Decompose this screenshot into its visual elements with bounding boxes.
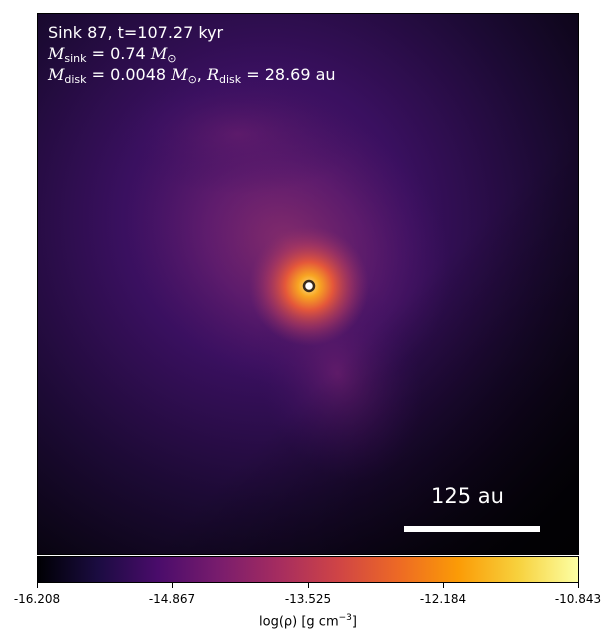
rd-symbol: R (206, 65, 220, 84)
cb-label-main: log(ρ) [g cm (259, 614, 339, 630)
colorbar-tick-label: -10.843 (554, 592, 602, 606)
m-sub: sink (64, 52, 87, 65)
colorbar-tick-label: -13.525 (284, 592, 332, 606)
density-map: Sink 87, t=107.27 kyr Msink = 0.74 M⊙ Md… (37, 13, 579, 555)
scalebar-label: 125 au (431, 484, 504, 508)
colorbar-tick-label: -12.184 (419, 592, 467, 606)
colorbar-tick (443, 583, 444, 588)
disk-line: Mdisk = 0.0048 M⊙, Rdisk = 28.69 au (48, 64, 336, 90)
colorbar-tick-label: -16.208 (13, 592, 61, 606)
md-value: = 0.0048 (86, 65, 172, 84)
colorbar-tick (37, 583, 38, 588)
m-unit: M (150, 44, 168, 63)
m-value: = 0.74 (86, 44, 151, 63)
md-unit-sub: ⊙ (187, 73, 197, 86)
cb-label-end: ] (351, 614, 357, 630)
md-symbol: M (48, 65, 65, 84)
sink-marker (302, 279, 316, 293)
colorbar-tick (308, 583, 309, 588)
colorbar-tick-label: -14.867 (148, 592, 196, 606)
sink-mass-line: Msink = 0.74 M⊙ (48, 43, 176, 69)
scalebar (404, 526, 540, 532)
sep: , (196, 65, 207, 84)
colorbar-tick (172, 583, 173, 588)
md-unit: M (171, 65, 188, 84)
md-sub: disk (64, 73, 87, 86)
density-image (38, 14, 578, 554)
colorbar-tick (578, 583, 579, 588)
title-line: Sink 87, t=107.27 kyr (48, 23, 224, 42)
colorbar-label: log(ρ) [g cm−3] (259, 613, 357, 629)
rd-value: = 28.69 au (241, 65, 336, 84)
m-unit-sub: ⊙ (167, 52, 177, 65)
colorbar (37, 556, 579, 583)
rd-sub: disk (219, 73, 242, 86)
cb-label-sup: −3 (338, 613, 352, 623)
m-symbol: M (48, 44, 65, 63)
